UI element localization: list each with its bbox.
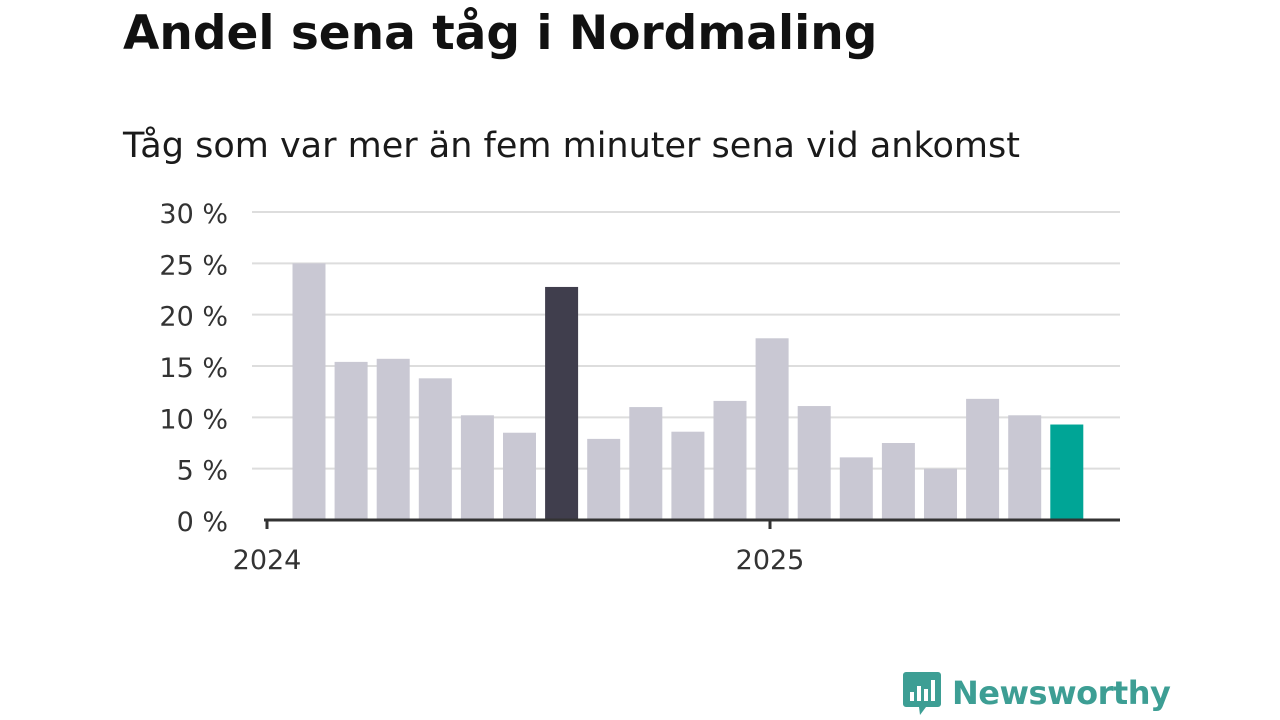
bar-2024-09 [629,407,663,520]
chart-title: Andel sena tåg i Nordmaling [123,6,878,61]
y-tick-label: 10 % [159,404,228,435]
y-tick-label: 15 % [159,353,228,384]
x-tick-label: 2024 [233,545,302,576]
bar-2024-07 [545,286,579,520]
bar-2025-03 [881,443,915,520]
bar-2024-03 [376,358,410,520]
bar-2024-06 [503,432,536,520]
bar-2025-05 [966,398,1000,520]
x-axis: 2024 2025 [233,518,1120,576]
bar-2024-01 [292,263,326,520]
y-tick-label: 5 % [177,456,228,487]
bar-2025-06 [1008,415,1042,520]
y-tick-label: 20 % [159,302,228,333]
bar-2024-08 [587,438,621,520]
y-tick-label: 0 % [177,507,228,538]
newsworthy-brand: Newsworthy [902,670,1171,716]
brand-name: Newsworthy [952,674,1171,712]
y-tick-label: 25 % [159,250,228,281]
bars [292,263,1084,520]
bar-2025-04 [924,468,957,520]
y-tick-label: 30 % [159,199,228,230]
bar-2024-11 [713,400,747,520]
y-axis: 0 % 5 % 10 % 15 % 20 % 25 % 30 % [159,199,228,538]
bar-2024-02 [334,361,368,520]
bar-2024-04 [418,378,452,520]
bar-2024-12 [755,338,789,520]
bar-2025-07 [1050,424,1084,520]
bar-2024-10 [671,431,705,520]
newsworthy-logo-icon [903,672,941,715]
bar-2025-02 [839,457,873,520]
bar-2024-05 [460,415,494,520]
x-tick-label: 2025 [736,545,805,576]
chart-subtitle: Tåg som var mer än fem minuter sena vid … [123,126,1020,166]
bar-2025-01 [797,406,831,520]
